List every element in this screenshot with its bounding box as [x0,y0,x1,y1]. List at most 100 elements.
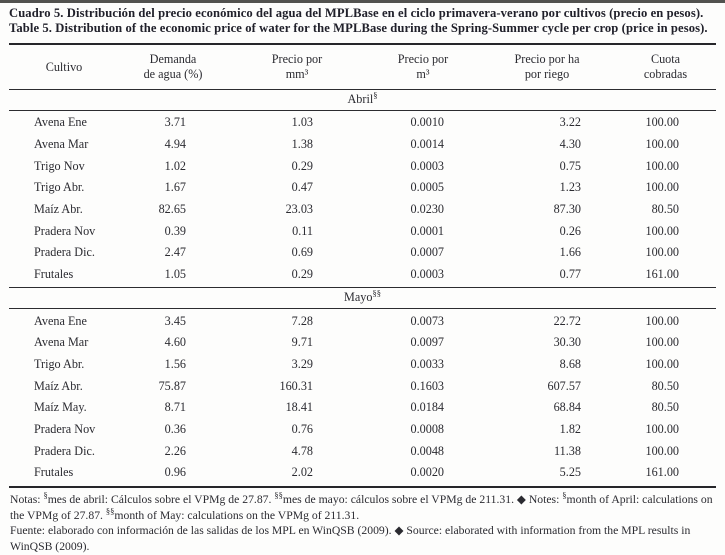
precio-mm3-cell: 0.11 [292,223,313,238]
precio-ha-cell: 0.75 [559,158,581,173]
precio-mm3-cell: 2.02 [291,465,313,480]
precio-mm3-cell: 0.47 [291,180,313,195]
table-row: Trigo Abr. 1.56 3.29 0.0033 8.68 100.00 [9,354,716,376]
column-header-cultivo: Cultivo [45,59,83,74]
cuota-cell: 161.00 [645,465,679,480]
section-rows-abril: Avena Ene 3.71 1.03 0.0010 3.22 100.00 A… [9,111,716,289]
table-caption-spanish: Cuadro 5. Distribución del precio económ… [9,6,704,20]
section-note-marker: § [373,89,378,100]
crop-name-cell: Trigo Nov [34,158,85,173]
table-row: Frutales 1.05 0.29 0.0003 0.77 161.00 [9,264,716,286]
section-note-marker: §§ [372,288,381,299]
section-rows-mayo: Avena Ene 3.45 7.28 0.0073 22.72 100.00 … [9,309,716,486]
precio-ha-cell: 68.84 [553,400,581,415]
demanda-cell: 82.65 [158,201,186,216]
cuota-cell: 100.00 [645,422,679,437]
table-row: Maíz Abr. 82.65 23.03 0.0230 87.30 80.50 [9,199,716,221]
precio-mm3-cell: 18.41 [285,400,313,415]
source-paragraph: Fuente: elaborado con información de las… [10,524,691,553]
crop-name-cell: Pradera Dic. [34,245,95,260]
cuota-cell: 100.00 [645,335,679,350]
precio-ha-cell: 1.66 [559,245,581,260]
precio-mm3-cell: 4.78 [291,443,313,458]
precio-ha-cell: 1.23 [559,180,581,195]
section-header-mayo: Mayo§§ [9,288,716,310]
demanda-cell: 3.45 [164,313,186,328]
crop-name-cell: Avena Ene [34,313,87,328]
demanda-cell: 0.96 [164,465,186,480]
crop-name-cell: Avena Ene [34,115,87,130]
section-header-abril: Abril§ [9,90,716,111]
crop-name-cell: Trigo Abr. [34,180,85,195]
cuota-cell: 161.00 [645,266,679,281]
precio-m3-cell: 0.0010 [410,115,444,130]
precio-mm3-cell: 0.76 [291,422,313,437]
crop-name-cell: Frutales [34,465,74,480]
precio-m3-cell: 0.0003 [410,158,444,173]
precio-mm3-cell: 1.38 [291,136,313,151]
precio-mm3-cell: 1.03 [291,115,313,130]
precio-ha-cell: 22.72 [553,313,581,328]
cuota-cell: 100.00 [645,115,679,130]
precio-mm3-cell: 0.29 [291,266,313,281]
table-footnotes: Notas: §mes de abril: Cálculos sobre el … [9,488,716,555]
crop-name-cell: Maíz Abr. [34,201,83,216]
table-row: Trigo Abr. 1.67 0.47 0.0005 1.23 100.00 [9,177,716,199]
water-price-table: Cultivo Demanda de agua (%) Precio por m… [9,42,716,488]
cuota-cell: 80.50 [651,400,679,415]
cuota-cell: 80.50 [651,378,679,393]
precio-ha-cell: 30.30 [553,335,581,350]
crop-name-cell: Trigo Abr. [34,357,85,372]
notes-paragraph: Notas: §mes de abril: Cálculos sobre el … [10,489,713,522]
table-row: Pradera Nov 0.39 0.11 0.0001 0.26 100.00 [9,220,716,242]
precio-ha-cell: 4.30 [559,136,581,151]
column-header-precio-ha: Precio por ha por riego [514,52,580,82]
precio-ha-cell: 11.38 [554,443,581,458]
cuota-cell: 100.00 [645,180,679,195]
table-caption: Cuadro 5. Distribución del precio económ… [9,3,716,43]
precio-m3-cell: 0.0003 [410,266,444,281]
scan-edge-artifact [0,0,725,3]
precio-m3-cell: 0.0048 [410,443,444,458]
precio-m3-cell: 0.0005 [410,180,444,195]
table-row: Avena Mar 4.94 1.38 0.0014 4.30 100.00 [9,134,716,156]
cuota-cell: 100.00 [645,313,679,328]
crop-name-cell: Frutales [34,266,74,281]
demanda-cell: 8.71 [164,400,186,415]
column-header-precio-mm3: Precio por mm³ [271,52,323,82]
demanda-cell: 3.71 [164,115,186,130]
demanda-cell: 1.67 [164,180,186,195]
precio-m3-cell: 0.0230 [410,201,444,216]
demanda-cell: 0.39 [164,223,186,238]
precio-mm3-cell: 23.03 [285,201,313,216]
precio-mm3-cell: 3.29 [291,357,313,372]
demanda-cell: 4.60 [164,335,186,350]
column-header-demanda: Demanda de agua (%) [143,52,203,82]
table-row: Avena Ene 3.71 1.03 0.0010 3.22 100.00 [9,112,716,134]
precio-ha-cell: 1.82 [559,422,581,437]
precio-m3-cell: 0.0001 [410,223,444,238]
demanda-cell: 1.02 [164,158,186,173]
precio-ha-cell: 5.25 [559,465,581,480]
precio-mm3-cell: 0.29 [291,158,313,173]
demanda-cell: 0.36 [164,422,186,437]
table-row: Pradera Nov 0.36 0.76 0.0008 1.82 100.00 [9,419,716,441]
precio-mm3-cell: 160.31 [279,378,313,393]
precio-m3-cell: 0.0184 [410,400,444,415]
cuota-cell: 100.00 [645,245,679,260]
precio-m3-cell: 0.0097 [410,335,444,350]
cuota-cell: 100.00 [645,136,679,151]
table-row: Avena Ene 3.45 7.28 0.0073 22.72 100.00 [9,310,716,332]
crop-name-cell: Pradera Nov [34,223,96,238]
cuota-cell: 80.50 [651,201,679,216]
precio-ha-cell: 0.26 [559,223,581,238]
table-header-row: Cultivo Demanda de agua (%) Precio por m… [9,45,716,90]
precio-ha-cell: 87.30 [553,201,581,216]
crop-name-cell: Maíz May. [34,400,87,415]
crop-name-cell: Avena Mar [34,136,89,151]
cuota-cell: 100.00 [645,223,679,238]
page: Cuadro 5. Distribución del precio económ… [0,3,725,555]
crop-name-cell: Pradera Dic. [34,443,95,458]
crop-name-cell: Avena Mar [34,335,89,350]
demanda-cell: 1.56 [164,357,186,372]
